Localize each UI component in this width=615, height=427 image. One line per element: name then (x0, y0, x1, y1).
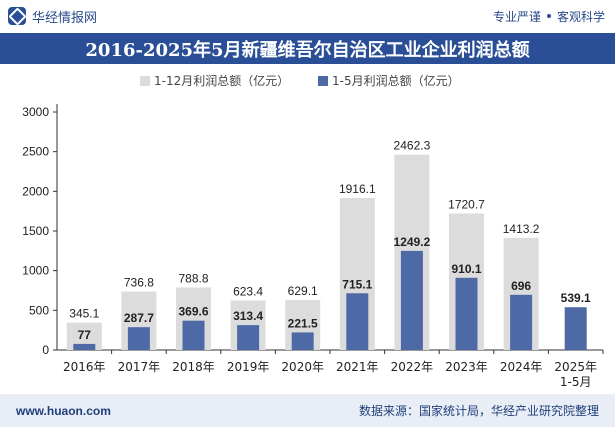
bar-label-jan-may: 221.5 (288, 316, 318, 330)
bar-jan-may (455, 277, 478, 350)
x-tick-label: 2018年 (172, 360, 215, 374)
bar-label-jan-may: 696 (511, 279, 531, 293)
bar-label-jan-may: 313.4 (233, 309, 263, 323)
bar-label-full-year: 1916.1 (339, 182, 376, 196)
y-tick-label: 2000 (22, 184, 49, 198)
y-tick-label: 1000 (22, 264, 49, 278)
bar-label-full-year: 629.1 (288, 284, 318, 298)
y-tick-label: 3000 (22, 105, 49, 119)
bar-jan-may (73, 343, 96, 350)
data-source: 数据来源：国家统计局，华经产业研究院整理 (358, 404, 599, 418)
bar-label-full-year: 623.4 (233, 285, 263, 299)
bar-jan-may (291, 332, 314, 350)
bar-jan-may (400, 250, 423, 350)
bar-label-jan-may: 1249.2 (394, 235, 431, 249)
bar-label-full-year: 736.8 (124, 276, 154, 290)
bar-label-full-year: 788.8 (178, 271, 208, 285)
x-tick-label: 2023年 (445, 360, 488, 374)
tagline-2: 客观科学 (556, 9, 605, 24)
x-tick-label: 2021年 (336, 360, 379, 374)
y-tick-label: 1500 (22, 224, 49, 238)
bar-label-full-year: 1413.2 (503, 222, 540, 236)
legend-swatch-full-year (140, 76, 150, 86)
bar-label-full-year: 345.1 (69, 307, 99, 321)
bar-jan-may (182, 320, 205, 350)
x-tick-label: 2017年 (118, 360, 161, 374)
x-tick-label: 2025年 (554, 360, 597, 374)
tagline: 专业严谨 客观科学 (493, 8, 605, 25)
bar-jan-may (127, 327, 150, 350)
y-tick-label: 2500 (22, 145, 49, 159)
legend-label-jan-may: 1-5月利润总额（亿元） (332, 73, 460, 88)
huajing-logo-icon (8, 7, 26, 25)
bar-label-full-year: 1720.7 (448, 197, 485, 211)
bar-label-jan-may: 910.1 (451, 262, 481, 276)
x-tick-label: 2024年 (500, 360, 543, 374)
bar-jan-may (564, 307, 587, 350)
brand-name: 华经情报网 (32, 10, 98, 26)
bar-jan-may (237, 325, 260, 350)
legend-swatch-jan-may (318, 76, 328, 86)
x-tick-label: 2022年 (391, 360, 434, 374)
x-tick-label: 2019年 (227, 360, 270, 374)
bar-label-jan-may: 539.1 (561, 291, 591, 305)
bar-label-jan-may: 287.7 (124, 311, 154, 325)
separator-dot-icon (546, 14, 551, 18)
bar-jan-may (510, 294, 533, 350)
chart-title: 2016-2025年5月新疆维吾尔自治区工业企业利润总额 (0, 33, 615, 64)
bar-label-full-year: 2462.3 (394, 139, 431, 153)
top-bar: 华经情报网 专业严谨 客观科学 (0, 0, 615, 32)
y-tick-label: 0 (42, 343, 49, 357)
x-tick-label: 2016年 (63, 360, 106, 374)
bar-jan-may (346, 293, 369, 350)
footer: www.huaon.com 数据来源：国家统计局，华经产业研究院整理 (0, 394, 615, 427)
tagline-1: 专业严谨 (492, 9, 541, 24)
x-tick-label: 2020年 (281, 360, 324, 374)
bar-chart: 1-12月利润总额（亿元） 1-5月利润总额（亿元） 0 500 1000 1500 200… (22, 73, 604, 389)
y-tick-label: 500 (29, 303, 49, 317)
bar-label-jan-may: 77 (78, 328, 92, 342)
bar-label-jan-may: 715.1 (342, 277, 372, 291)
brand: 华经情报网 (8, 7, 97, 26)
bar-label-jan-may: 369.6 (178, 305, 208, 319)
website-link[interactable]: www.huaon.com (16, 403, 111, 418)
legend-label-full-year: 1-12月利润总额（亿元） (154, 73, 289, 88)
x-tick-label: 1-5月 (560, 375, 592, 389)
